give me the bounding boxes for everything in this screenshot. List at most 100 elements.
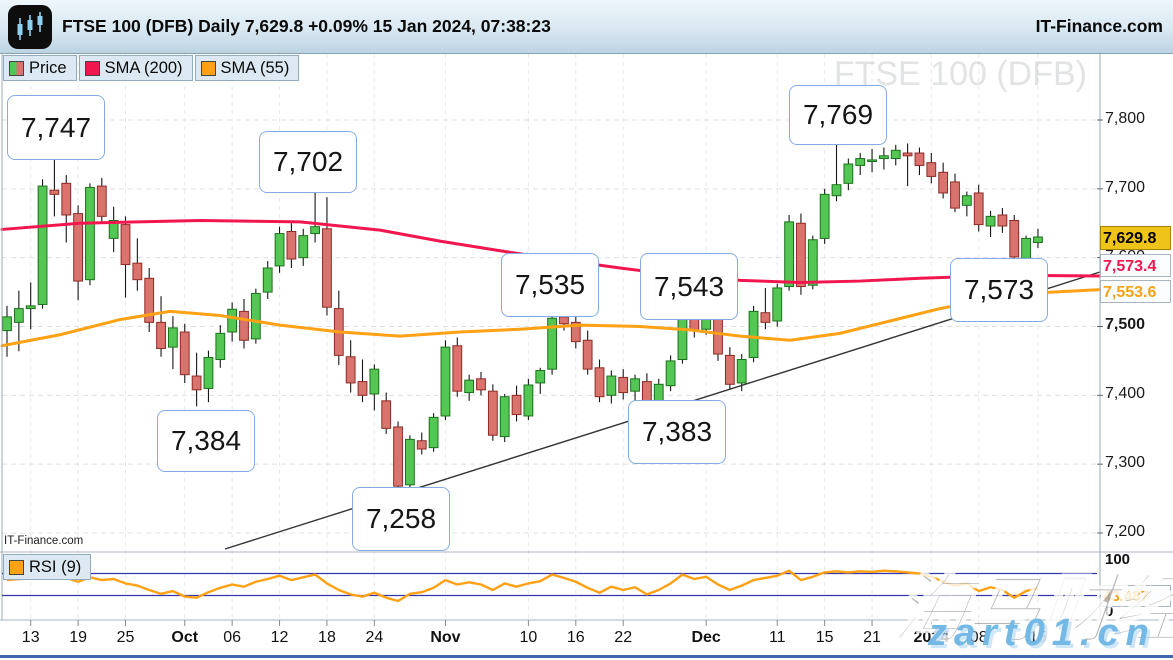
legend-price-chip[interactable]: Price xyxy=(3,55,77,81)
candle xyxy=(535,367,546,394)
brand-label: IT-Finance.com xyxy=(1035,16,1163,36)
y-tick-label: 7,200 xyxy=(1105,522,1146,540)
itfinance-small-label: IT-Finance.com xyxy=(4,535,84,547)
price-annotation-box[interactable]: 7,747 xyxy=(7,95,105,160)
y-tick-label: 7,700 xyxy=(1105,178,1146,196)
candle xyxy=(997,208,1008,233)
candle xyxy=(416,432,427,455)
watermark-site-url: zart01.cn xyxy=(928,612,1156,654)
candle xyxy=(215,325,226,368)
candle xyxy=(879,147,889,170)
candle xyxy=(950,173,960,213)
rsi-swatch-icon xyxy=(9,559,24,575)
candle xyxy=(523,378,534,421)
candle xyxy=(570,314,581,349)
x-tick-label: 11 xyxy=(768,629,786,646)
x-tick-label: 18 xyxy=(318,629,336,646)
candle xyxy=(926,153,937,184)
candle xyxy=(250,288,261,344)
candle xyxy=(499,393,510,443)
candle xyxy=(902,143,913,187)
x-tick-label: Dec xyxy=(691,629,721,646)
candle xyxy=(333,290,344,366)
candle xyxy=(357,359,368,403)
x-tick-label: 19 xyxy=(69,629,87,646)
x-tick-label: 15 xyxy=(1029,629,1047,646)
candle xyxy=(1033,228,1043,249)
candle xyxy=(73,205,83,301)
price-annotation-box[interactable]: 7,258 xyxy=(352,487,450,551)
sma200-swatch-icon xyxy=(84,60,100,76)
candle xyxy=(179,323,190,383)
candle xyxy=(760,287,771,330)
candle xyxy=(440,340,451,421)
candle xyxy=(227,302,238,342)
candle xyxy=(582,330,593,375)
candlestick-app-icon xyxy=(8,4,52,49)
sma55-swatch-icon xyxy=(200,60,216,76)
candle xyxy=(452,337,463,397)
candle xyxy=(369,364,380,411)
candle xyxy=(239,298,249,349)
candle xyxy=(393,421,403,494)
price-annotation-box[interactable]: 7,573 xyxy=(950,258,1048,322)
candle xyxy=(144,267,155,332)
candle xyxy=(665,355,676,392)
price-annotation-box[interactable]: 7,543 xyxy=(640,253,738,320)
candle xyxy=(772,283,783,327)
candle xyxy=(168,316,178,370)
candles-layer xyxy=(2,141,1043,494)
title-bar: FTSE 100 (DFB) Daily 7,629.8 +0.09% 15 J… xyxy=(0,0,1173,54)
candle xyxy=(511,385,522,422)
candle xyxy=(310,187,321,243)
current-price-flag: 7,629.8 xyxy=(1100,226,1171,250)
legend-sma200-chip[interactable]: SMA (200) xyxy=(78,55,193,81)
candle xyxy=(843,158,854,191)
candle xyxy=(973,184,984,232)
candle xyxy=(156,296,166,357)
price-swatch-icon xyxy=(9,60,24,76)
rsi-legend-bar: RSI (9) xyxy=(3,554,92,580)
rsi-axis-0-label: 0 xyxy=(1105,603,1114,620)
candle xyxy=(298,228,309,266)
x-tick-label: Oct xyxy=(171,629,199,646)
candle xyxy=(286,223,297,268)
candle xyxy=(961,191,972,217)
candle xyxy=(49,156,60,217)
candle xyxy=(132,238,143,291)
candle xyxy=(464,374,475,401)
candle xyxy=(606,370,617,404)
candle xyxy=(890,144,901,166)
candle xyxy=(855,153,866,176)
price-annotation-box[interactable]: 7,383 xyxy=(628,400,726,464)
price-annotation-box[interactable]: 7,702 xyxy=(259,131,357,193)
legend-sma55-chip[interactable]: SMA (55) xyxy=(194,55,300,81)
x-tick-label: 06 xyxy=(223,629,242,646)
rsi-legend-label: RSI (9) xyxy=(29,557,82,576)
candle xyxy=(831,141,842,202)
candle xyxy=(476,371,486,396)
candle xyxy=(724,347,735,390)
x-tick-label: 2024 xyxy=(913,629,950,646)
candle xyxy=(25,282,36,330)
candle xyxy=(108,206,119,253)
x-tick-label: 22 xyxy=(614,629,633,646)
candle xyxy=(2,305,12,357)
price-annotation-box[interactable]: 7,535 xyxy=(501,253,599,317)
x-tick-label: 24 xyxy=(365,629,384,646)
candle xyxy=(748,305,759,363)
candle xyxy=(938,162,949,199)
x-tick-label: 16 xyxy=(566,629,585,646)
x-tick-label: 13 xyxy=(21,629,40,646)
candle xyxy=(381,392,392,434)
sma200-value-flag: 7,573.4 xyxy=(1100,254,1171,277)
rsi-legend-chip[interactable]: RSI (9) xyxy=(3,554,92,580)
candlestick-glyph xyxy=(17,11,43,40)
chart-title: FTSE 100 (DFB) Daily 7,629.8 +0.09% 15 J… xyxy=(62,16,551,36)
candle xyxy=(85,183,95,286)
legend-price-label: Price xyxy=(29,58,67,77)
price-annotation-box[interactable]: 7,769 xyxy=(789,85,887,145)
price-annotation-box[interactable]: 7,384 xyxy=(157,410,255,472)
candle xyxy=(262,261,273,299)
